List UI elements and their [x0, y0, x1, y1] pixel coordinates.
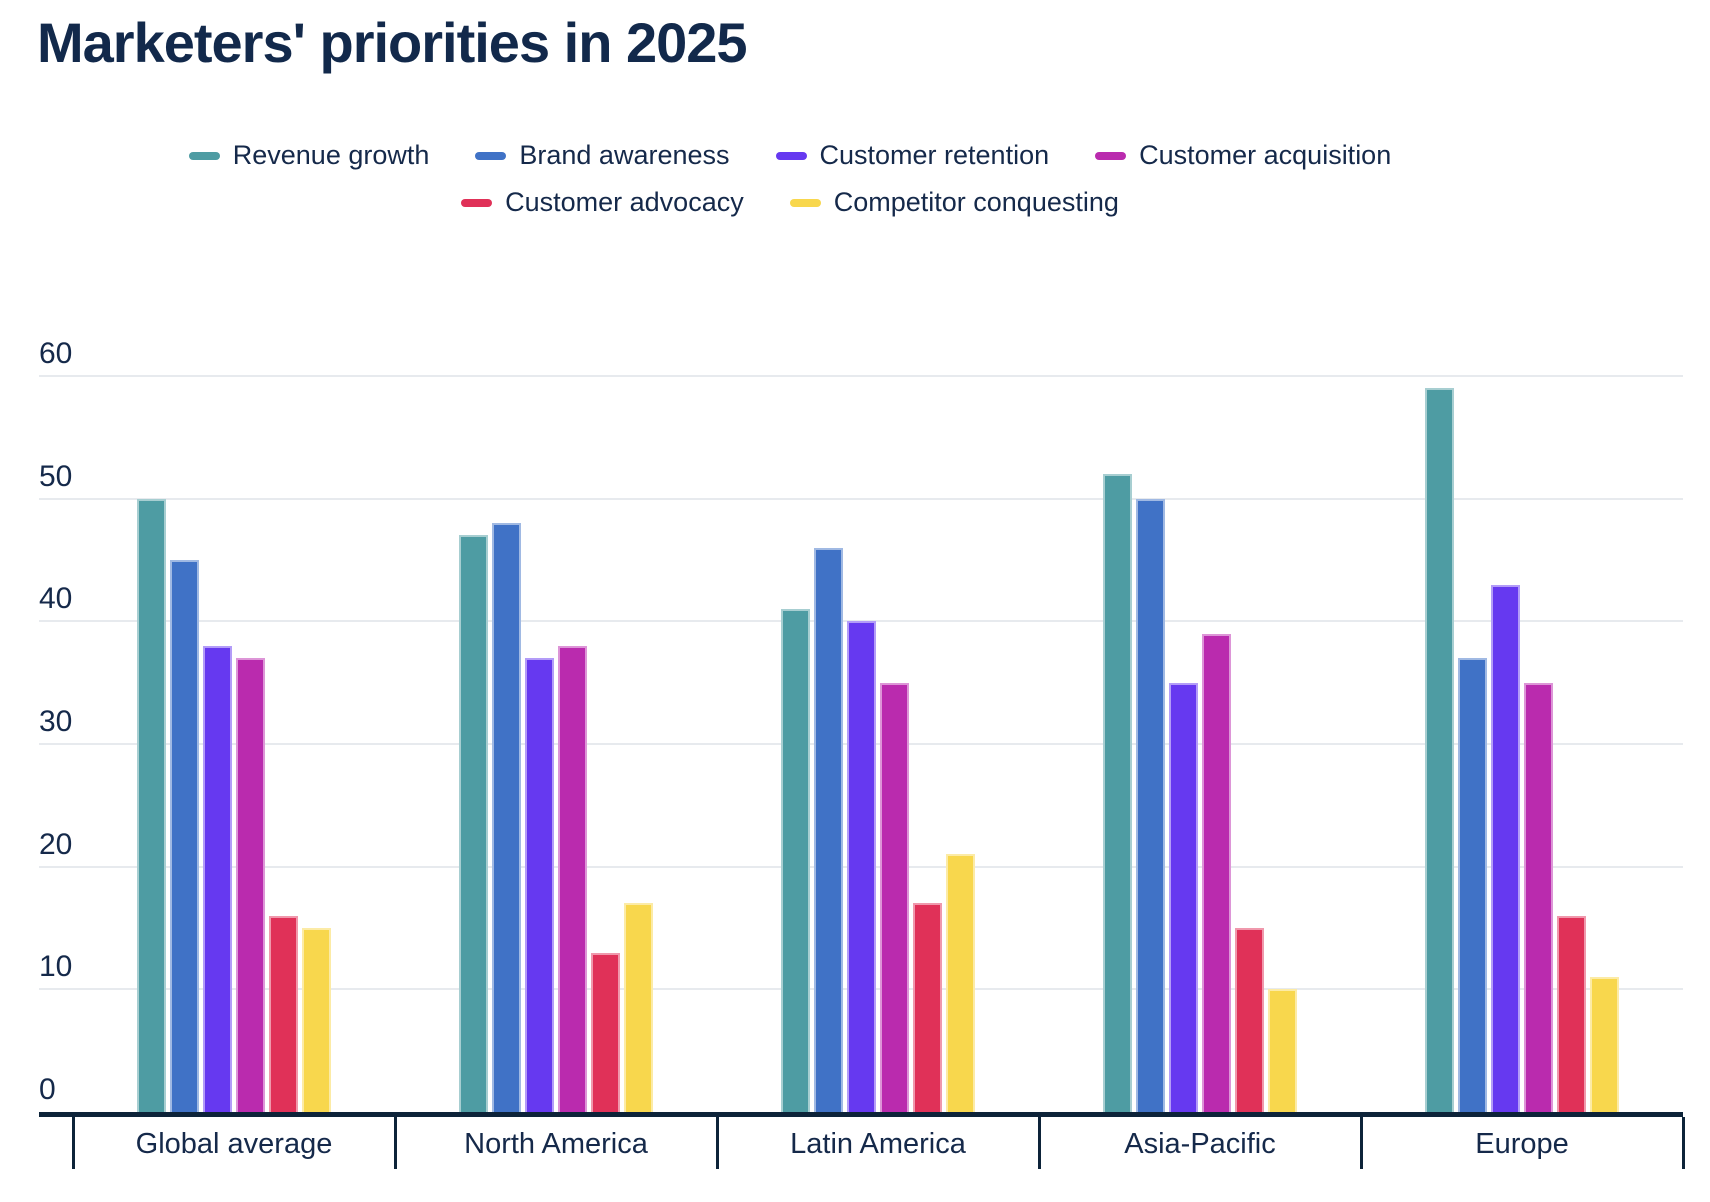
legend-row: Customer advocacy Competitor conquesting — [461, 187, 1119, 218]
legend-swatch-icon — [461, 198, 493, 207]
legend-label: Customer acquisition — [1139, 140, 1392, 170]
legend-item: Customer advocacy — [461, 187, 744, 218]
bar — [1268, 989, 1297, 1112]
bar — [1169, 682, 1198, 1112]
bar — [880, 682, 909, 1112]
bar — [492, 523, 521, 1112]
legend-swatch-icon — [475, 151, 507, 160]
legend-swatch-icon — [1095, 151, 1127, 160]
y-axis-label: 20 — [39, 827, 73, 861]
bar — [170, 560, 199, 1112]
y-axis-label: 0 — [39, 1073, 56, 1106]
bar — [1136, 498, 1165, 1112]
x-axis-tick — [1682, 1117, 1685, 1169]
legend-row: Revenue growth Brand awareness Customer re… — [188, 140, 1391, 171]
gridline — [39, 375, 1683, 377]
category-label: Global average — [135, 1128, 333, 1160]
legend-item: Competitor conquesting — [789, 187, 1119, 218]
bar-group — [1361, 376, 1683, 1112]
x-axis-tick — [1360, 1117, 1363, 1169]
y-axis-label: 50 — [39, 459, 73, 493]
bar — [1235, 928, 1264, 1112]
legend-label: Brand awareness — [519, 140, 730, 170]
bar — [525, 658, 554, 1112]
bar-group — [1039, 376, 1361, 1112]
bar — [946, 854, 975, 1112]
category-label: North America — [464, 1128, 648, 1160]
bar — [137, 498, 166, 1112]
legend-label: Customer advocacy — [505, 187, 744, 217]
bar — [1491, 584, 1520, 1112]
bar — [203, 645, 232, 1112]
legend-label: Competitor conquesting — [833, 187, 1119, 217]
bar-group — [73, 376, 395, 1112]
bar — [1202, 633, 1231, 1112]
bar — [1103, 474, 1132, 1112]
bar — [1458, 658, 1487, 1112]
legend-label: Revenue growth — [232, 140, 430, 170]
bar — [1524, 682, 1553, 1112]
y-axis-label: 40 — [39, 582, 73, 616]
bar — [591, 952, 620, 1112]
x-axis-line — [39, 1112, 1683, 1117]
y-axis-label: 10 — [39, 950, 73, 984]
chart-legend: Revenue growth Brand awareness Customer re… — [0, 140, 1580, 218]
y-axis-label: 30 — [39, 705, 73, 738]
legend-item: Customer acquisition — [1095, 140, 1391, 171]
category-label: Latin America — [790, 1128, 966, 1160]
bar — [558, 645, 587, 1112]
legend-item: Revenue growth — [188, 140, 430, 171]
x-axis-tick — [716, 1117, 719, 1169]
bar — [1425, 388, 1454, 1112]
gridline — [39, 497, 1683, 500]
legend-item: Customer retention — [775, 140, 1050, 171]
legend-item: Brand awareness — [475, 140, 730, 171]
bar — [1557, 915, 1586, 1112]
bar-group — [395, 376, 717, 1112]
category-label: Asia-Pacific — [1124, 1128, 1276, 1160]
bar — [814, 547, 843, 1112]
plot-area — [73, 376, 1683, 1112]
category-label: Europe — [1475, 1128, 1569, 1160]
bar — [913, 903, 942, 1112]
bar — [781, 609, 810, 1112]
bar — [847, 621, 876, 1112]
bar — [1590, 977, 1619, 1112]
legend-label: Customer retention — [819, 140, 1050, 170]
bar — [302, 928, 331, 1112]
gridline — [39, 620, 1683, 623]
x-axis-tick — [394, 1117, 397, 1169]
bar-group — [717, 376, 1039, 1112]
bar — [236, 658, 265, 1112]
chart-title: Marketers' priorities in 2025 — [37, 11, 748, 74]
legend-swatch-icon — [775, 151, 807, 160]
bar — [459, 535, 488, 1112]
legend-swatch-icon — [789, 198, 821, 207]
legend-swatch-icon — [188, 151, 220, 160]
bar — [624, 903, 653, 1112]
bar — [269, 915, 298, 1112]
y-axis-label: 60 — [39, 337, 73, 370]
x-axis-tick — [1038, 1117, 1041, 1169]
x-axis-tick — [72, 1117, 75, 1169]
